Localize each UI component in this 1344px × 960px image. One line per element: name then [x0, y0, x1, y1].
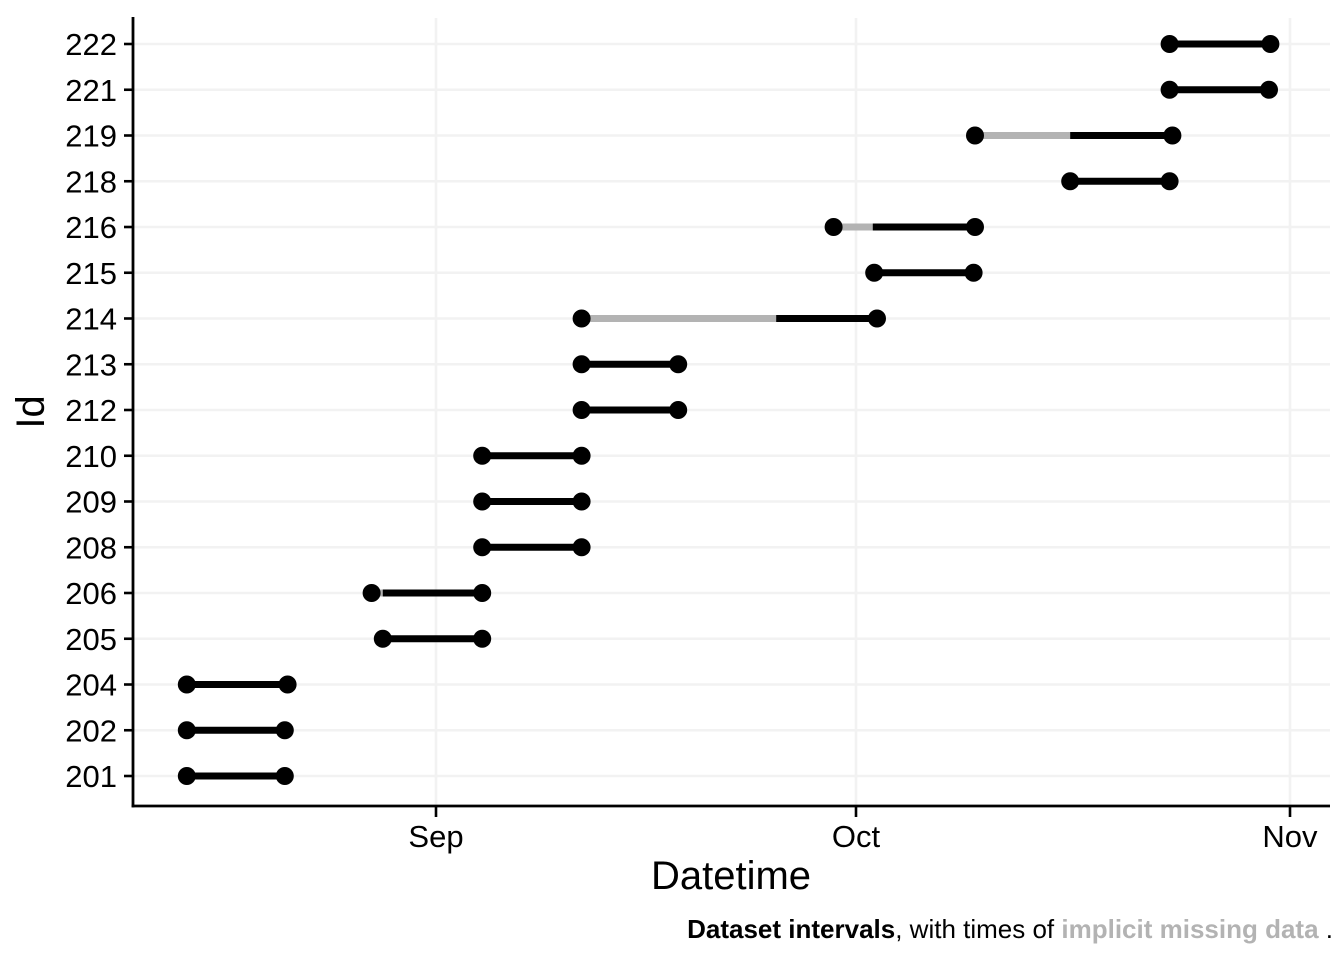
interval-end-dot — [572, 492, 591, 511]
x-tick-label: Sep — [408, 819, 463, 854]
caption: Dataset intervals, with times of implici… — [687, 914, 1333, 944]
y-tick-label: 213 — [65, 347, 117, 382]
interval-end-dot — [572, 446, 591, 465]
interval-start-dot — [572, 355, 591, 374]
interval-start-dot — [865, 263, 884, 282]
interval-end-dot — [1160, 172, 1179, 191]
y-tick-label: 209 — [65, 485, 117, 520]
y-tick-label: 219 — [65, 119, 117, 154]
y-tick-label: 208 — [65, 530, 117, 565]
interval-end-dot — [964, 263, 983, 282]
chart-plot-area: 222 221 219 218 216 215 214 213 212 210 209 208 206 2… — [65, 17, 1330, 854]
interval-start-dot — [362, 584, 381, 602]
y-tick-label: 205 — [65, 622, 117, 657]
y-tick-label: 214 — [65, 302, 117, 337]
caption-period: . — [1319, 914, 1333, 944]
interval-start-dot — [177, 675, 196, 694]
interval-end-dot — [275, 721, 294, 740]
interval-start-dot — [473, 446, 492, 465]
y-tick-label: 215 — [65, 256, 117, 291]
interval-end-dot — [473, 584, 492, 602]
y-tick-label: 204 — [65, 668, 117, 703]
interval-end-dot — [868, 309, 886, 328]
x-tick-label: Oct — [832, 819, 881, 854]
x-axis-title: Datetime — [651, 854, 811, 898]
y-tick-label: 201 — [65, 759, 117, 794]
interval-end-dot — [1261, 35, 1280, 53]
interval-start-dot — [1160, 80, 1179, 99]
interval-start-dot — [572, 401, 591, 419]
interval-start-dot — [473, 538, 492, 557]
interval-start-dot — [966, 126, 984, 145]
interval-end-dot — [1163, 126, 1182, 145]
y-axis-title: Id — [9, 395, 53, 428]
interval-end-dot — [1260, 80, 1278, 99]
interval-start-dot — [1160, 35, 1179, 53]
y-tick-label: 202 — [65, 713, 117, 748]
interval-end-dot — [473, 629, 492, 648]
y-tick-label: 222 — [65, 27, 117, 62]
caption-title: Dataset intervals — [687, 914, 895, 944]
interval-start-dot — [177, 767, 196, 785]
interval-start-dot — [473, 492, 492, 511]
interval-start-dot — [373, 629, 392, 648]
interval-end-dot — [966, 218, 984, 236]
y-tick-label: 210 — [65, 439, 117, 474]
interval-start-dot — [1061, 172, 1080, 191]
interval-end-dot — [669, 355, 688, 374]
caption-text: , with times of — [895, 914, 1061, 944]
interval-start-dot — [824, 218, 843, 236]
y-tick-label: 218 — [65, 164, 117, 199]
interval-start-dot — [177, 721, 196, 740]
interval-end-dot — [572, 538, 591, 557]
interval-end-dot — [275, 767, 294, 785]
x-tick-label: Nov — [1262, 819, 1318, 854]
y-tick-label: 212 — [65, 393, 117, 428]
interval-end-dot — [278, 675, 297, 694]
caption-missing-highlight: implicit missing data — [1061, 914, 1319, 944]
interval-start-dot — [572, 309, 591, 328]
y-tick-label: 206 — [65, 576, 117, 611]
y-tick-label: 216 — [65, 210, 117, 245]
y-tick-label: 221 — [65, 73, 117, 108]
interval-end-dot — [669, 401, 688, 419]
